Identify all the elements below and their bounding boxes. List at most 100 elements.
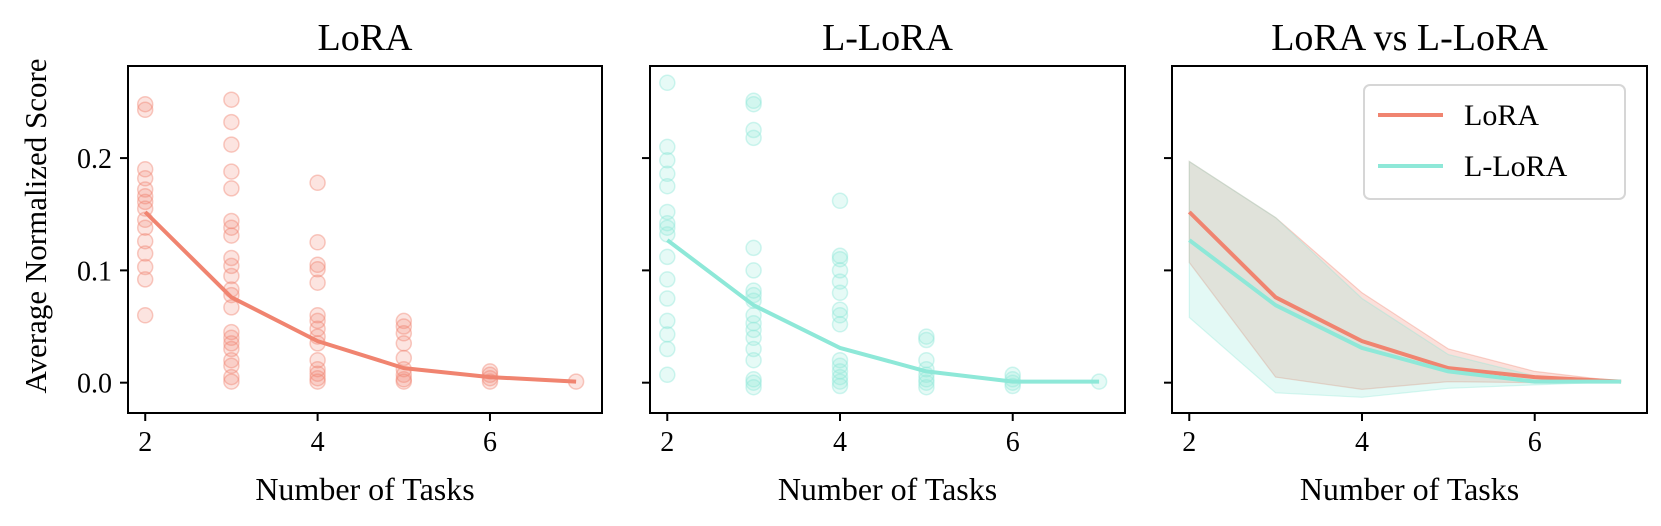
- scatter-point: [831, 373, 849, 390]
- x-tick-label: 4: [833, 427, 847, 458]
- scatter-point: [395, 371, 413, 388]
- scatter-point: [659, 138, 676, 156]
- chart-title: LoRA: [318, 17, 414, 59]
- plot-area: [659, 74, 1108, 396]
- scatter-point: [831, 301, 849, 318]
- scatter-point: [223, 329, 240, 347]
- scatter-point: [136, 232, 154, 250]
- scatter-point: [918, 351, 935, 369]
- scatter-point: [659, 271, 676, 288]
- scatter-point: [395, 335, 413, 352]
- scatter-point: [136, 181, 154, 198]
- panels: LoRA 2 4 6 0.0 0.1 0.2 Number of Tasks L-LoRA 2 4 6…: [77, 17, 1648, 507]
- scatter-point: [831, 262, 849, 279]
- scatter-point: [309, 174, 326, 192]
- scatter-point: [745, 351, 762, 369]
- scatter-point: [136, 161, 154, 178]
- scatter-point: [831, 247, 849, 265]
- legend: LoRA L-LoRA: [1363, 84, 1626, 200]
- scatter-point: [745, 121, 762, 139]
- scatter-point: [659, 214, 676, 232]
- scatter-point: [223, 219, 240, 236]
- scatter-point: [223, 340, 240, 358]
- scatter-point: [309, 320, 326, 338]
- x-axis-label: Number of Tasks: [1300, 471, 1519, 507]
- scatter-point: [309, 369, 326, 387]
- x-tick-label: 6: [483, 427, 497, 458]
- scatter-point: [745, 314, 762, 332]
- scatter-point: [136, 271, 154, 288]
- scatter-point: [223, 351, 240, 369]
- x-tick-label: 6: [1528, 427, 1542, 458]
- scatter-point: [831, 273, 849, 290]
- scatter-point: [223, 113, 240, 131]
- scatter-point: [395, 318, 413, 335]
- scatter-point: [745, 129, 762, 147]
- scatter-point: [745, 282, 762, 299]
- scatter-point: [309, 360, 326, 378]
- scatter-point: [831, 284, 849, 302]
- scatter-point: [223, 335, 240, 352]
- x-axis-label: Number of Tasks: [778, 471, 997, 507]
- scatter-point: [659, 326, 676, 343]
- scatter-point: [309, 373, 326, 390]
- scatter-point: [831, 363, 849, 380]
- y-tick-label: 0.0: [77, 369, 112, 400]
- scatter-point: [831, 307, 849, 324]
- scatter-point: [136, 95, 154, 113]
- scatter-point: [223, 368, 240, 386]
- scatter-point: [395, 312, 413, 330]
- scatter-point: [136, 258, 154, 276]
- scatter-point: [745, 378, 762, 396]
- scatter-point: [309, 274, 326, 291]
- scatter-point: [659, 340, 676, 358]
- scatter-point: [136, 193, 154, 211]
- scatter-point: [831, 377, 849, 395]
- scatter-point: [745, 95, 762, 113]
- scatter-point: [223, 163, 240, 180]
- x-axis-label: Number of Tasks: [255, 471, 474, 507]
- x-tick-label: 2: [1182, 427, 1196, 458]
- legend-label-1: LoRA: [1464, 99, 1539, 132]
- scatter-point: [918, 328, 935, 345]
- scatter-point: [831, 368, 849, 386]
- scatter-point: [223, 299, 240, 316]
- series-line-1: [1187, 210, 1622, 384]
- x-tick-label: 4: [1355, 427, 1369, 458]
- series-line-2: [1188, 238, 1622, 384]
- scatter-point: [659, 219, 676, 236]
- scatter-point: [831, 351, 849, 369]
- scatter-point: [745, 286, 762, 304]
- scatter-point: [745, 92, 762, 110]
- scatter-point: [831, 316, 849, 333]
- scatter-point: [223, 357, 240, 375]
- scatter-point: [223, 227, 240, 244]
- scatter-point: [223, 136, 240, 153]
- scatter-point: [136, 188, 154, 205]
- scatter-point: [918, 331, 935, 349]
- scatter-point: [659, 312, 676, 330]
- scatter-point: [745, 262, 762, 279]
- scatter-point: [223, 91, 240, 108]
- plot-area: [136, 91, 585, 390]
- scatter-point: [745, 374, 762, 391]
- y-tick-label: 0.1: [77, 256, 112, 287]
- scatter-point: [136, 200, 154, 217]
- scatter-point: [223, 180, 240, 197]
- scatter-point: [136, 101, 154, 119]
- scatter-point: [659, 152, 676, 169]
- scatter-point: [223, 212, 240, 230]
- scatter-point: [745, 371, 762, 388]
- scatter-point: [745, 239, 762, 257]
- x-tick-label: 4: [311, 427, 325, 458]
- scatter-point: [918, 374, 935, 391]
- scatter-point: [223, 323, 240, 341]
- scatter-point: [659, 165, 676, 183]
- scatter-point: [831, 250, 849, 268]
- scatter-point: [745, 307, 762, 324]
- scatter-point: [309, 365, 326, 382]
- scatter-point: [659, 366, 676, 384]
- scatter-point: [659, 290, 676, 307]
- x-tick-label: 2: [138, 427, 152, 458]
